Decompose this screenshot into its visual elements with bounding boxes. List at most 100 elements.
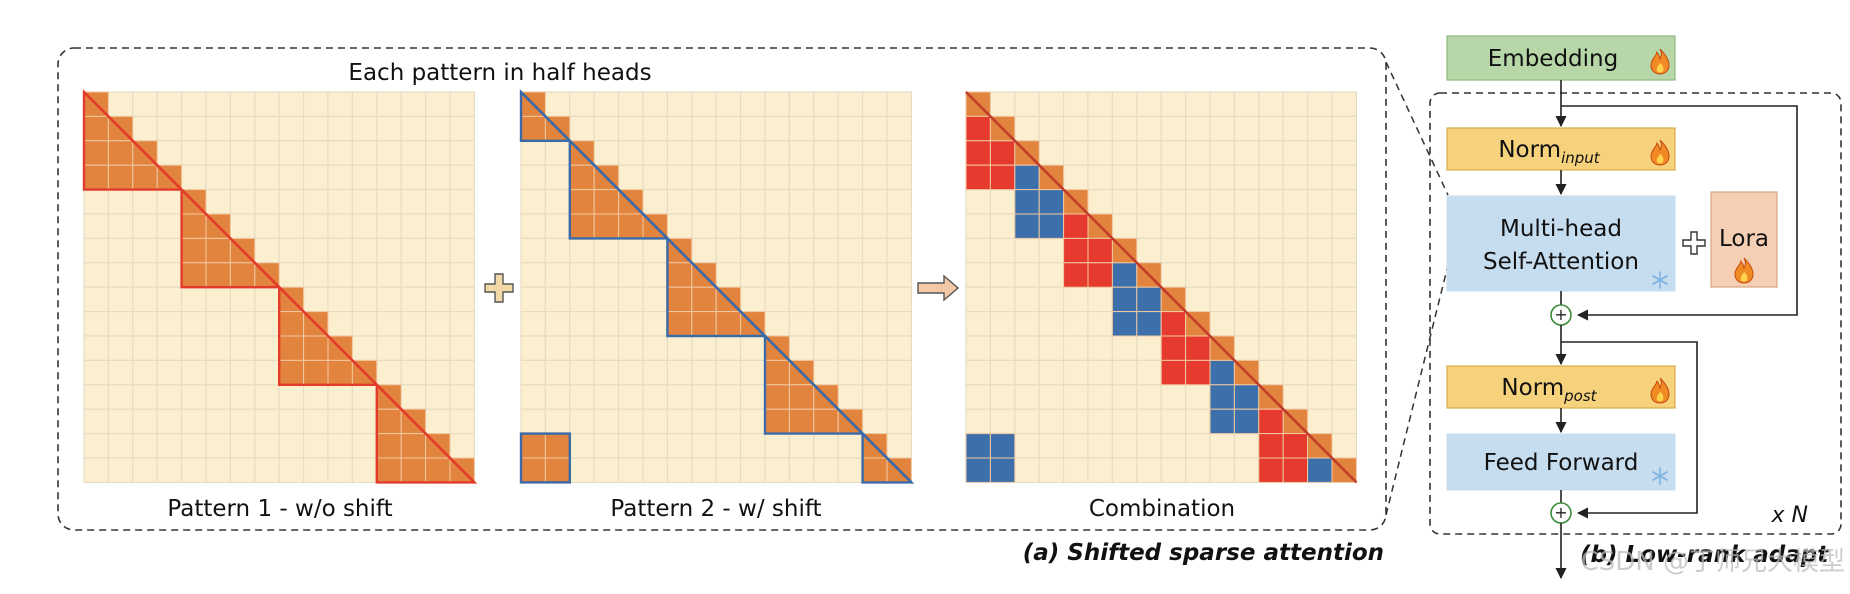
grid-cell — [642, 311, 668, 337]
grid-cell — [569, 91, 595, 117]
grid-cell — [1160, 115, 1187, 142]
grid-cell — [1209, 115, 1235, 142]
grid-cell — [449, 384, 475, 410]
grid-cell — [229, 115, 256, 142]
attention-cell — [83, 140, 109, 166]
grid-cell — [861, 384, 888, 410]
grid-cell — [764, 433, 790, 459]
grid-cell — [278, 189, 305, 215]
grid-cell — [1209, 237, 1235, 264]
panel-a-frame — [57, 47, 1387, 531]
grid-cell — [520, 189, 546, 215]
grid-cell — [303, 384, 329, 410]
grid-cell — [83, 286, 109, 313]
grid-cell — [1111, 164, 1138, 191]
grid-cell — [544, 213, 571, 239]
grid-cell — [617, 115, 644, 142]
grid-cell — [1306, 286, 1333, 313]
grid-cell — [861, 408, 888, 435]
grid-cell — [691, 433, 717, 459]
norm-input-block — [1446, 127, 1676, 171]
grid-cell — [376, 335, 402, 361]
norm-post-label: Normpost — [1501, 375, 1597, 405]
grid-cell — [569, 457, 595, 483]
grid-cell — [837, 359, 864, 386]
grid-cell — [1160, 384, 1187, 410]
grid-cell — [107, 213, 134, 239]
pattern-1-label: Pattern 1 - w/o shift — [167, 496, 392, 522]
grid-cell — [666, 164, 693, 191]
grid-cell — [1062, 408, 1089, 435]
grid-cell — [205, 286, 231, 313]
grid-cell — [351, 311, 378, 337]
grid-cell — [715, 164, 742, 191]
grid-cell — [788, 140, 815, 166]
grid-cell — [1184, 408, 1211, 435]
grid-cell — [813, 286, 839, 313]
grid-cell — [1160, 457, 1187, 483]
grid-cell — [132, 408, 158, 435]
grid-cell — [229, 359, 256, 386]
grid-cell — [156, 189, 183, 215]
panel-a-header: Each pattern in half heads — [348, 60, 651, 86]
grid-cell — [449, 311, 475, 337]
grid-cell — [691, 359, 717, 386]
attention-cell — [691, 286, 717, 313]
grid-cell — [593, 286, 620, 313]
attention-cell — [376, 457, 402, 483]
grid-cell — [520, 164, 546, 191]
pattern-1-grid — [82, 89, 478, 484]
attention-cell — [965, 164, 991, 191]
grid-cell — [400, 115, 427, 142]
grid-cell — [1258, 311, 1284, 337]
grid-cell — [205, 140, 231, 166]
grid-cell — [449, 213, 475, 239]
grid-cell — [1331, 237, 1357, 264]
grid-cell — [400, 91, 427, 117]
attention-cell — [989, 457, 1016, 483]
grid-cell — [181, 433, 207, 459]
grid-cell — [425, 262, 451, 288]
grid-cell — [327, 237, 353, 264]
grid-cell — [156, 115, 183, 142]
grid-cell — [425, 335, 451, 361]
grid-cell — [788, 91, 815, 117]
grid-cell — [1282, 384, 1309, 410]
grid-cell — [739, 164, 766, 191]
grid-cell — [132, 384, 158, 410]
grid-cell — [449, 359, 475, 386]
grid-cell — [1038, 311, 1065, 337]
grid-cell — [1306, 91, 1333, 117]
grid-cell — [617, 140, 644, 166]
grid-cell — [351, 262, 378, 288]
grid-cell — [837, 457, 864, 483]
grid-cell — [83, 457, 109, 483]
grid-cell — [1087, 115, 1113, 142]
grid-cell — [886, 384, 912, 410]
grid-cell — [989, 335, 1016, 361]
grid-cell — [1014, 384, 1040, 410]
grid-cell — [376, 237, 402, 264]
attention-cell — [1160, 359, 1187, 386]
attention-cell — [1282, 457, 1309, 483]
grid-cell — [132, 237, 158, 264]
attention-cell — [569, 189, 595, 215]
grid-cell — [351, 457, 378, 483]
attention-cell — [544, 433, 571, 459]
grid-cell — [1282, 91, 1309, 117]
grid-cell — [569, 335, 595, 361]
grid-cell — [617, 237, 644, 264]
svg-text:+: + — [1554, 305, 1567, 324]
attention-cell — [1282, 433, 1309, 459]
combine-arrow-icon — [917, 274, 960, 302]
attention-block — [1446, 195, 1676, 292]
attention-cell — [1136, 311, 1162, 337]
grid-cell — [303, 408, 329, 435]
grid-cell — [205, 408, 231, 435]
grid-cell — [156, 237, 183, 264]
grid-cell — [425, 115, 451, 142]
grid-cell — [1184, 140, 1211, 166]
grid-cell — [83, 237, 109, 264]
grid-cell — [715, 115, 742, 142]
embedding-block — [1446, 35, 1676, 81]
